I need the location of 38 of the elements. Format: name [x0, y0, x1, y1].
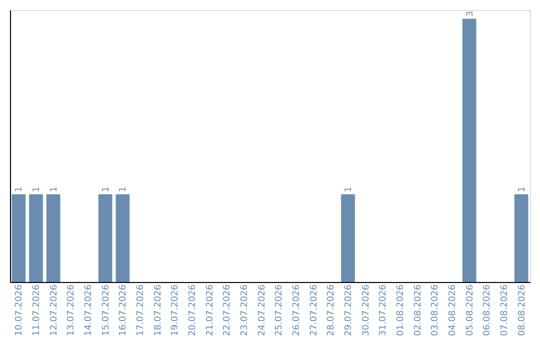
data-label: 1	[118, 186, 129, 192]
x-tick-label: 31.07.2026	[378, 284, 389, 336]
x-tick-label: 26.07.2026	[292, 284, 302, 336]
x-tick-label: 01.08.2026	[396, 284, 406, 336]
x-tick-label: 29.07.2026	[344, 284, 354, 336]
data-label: 1	[49, 186, 60, 192]
x-tick-label: 15.07.2026	[101, 284, 112, 336]
x-tick-label: 12.07.2026	[49, 284, 60, 336]
x-tick-label: 18.07.2026	[153, 284, 164, 336]
x-tick-label: 14.07.2026	[84, 284, 94, 336]
x-tick-label: 21.07.2026	[205, 284, 216, 336]
x-tick-label: 10.07.2026	[14, 284, 25, 336]
x-tick-label: 25.07.2026	[274, 284, 285, 336]
x-tick-label: 05.08.2026	[465, 284, 476, 336]
data-label: 1	[32, 186, 42, 192]
x-tick-label: 17.07.2026	[136, 284, 146, 336]
x-tick-label: 13.07.2026	[66, 284, 77, 336]
x-tick-label: 07.08.2026	[500, 284, 510, 336]
x-tick-label: 04.08.2026	[448, 284, 458, 336]
x-tick-label: 24.07.2026	[257, 284, 268, 336]
x-tick-label: 02.08.2026	[413, 284, 424, 336]
x-tick-label: 11.07.2026	[32, 284, 42, 336]
x-tick-label: 08.08.2026	[517, 284, 528, 336]
data-label: 3	[465, 11, 476, 17]
data-label: 1	[517, 186, 528, 192]
x-tick-label: 16.07.2026	[118, 284, 129, 336]
x-tick-label: 23.07.2026	[240, 284, 250, 336]
data-label: 1	[101, 186, 112, 192]
x-tick-label: 30.07.2026	[361, 284, 372, 336]
x-tick-label: 19.07.2026	[170, 284, 181, 336]
data-label: 1	[14, 186, 25, 192]
data-label: 1	[344, 186, 354, 192]
x-tick-label: 20.07.2026	[188, 284, 198, 336]
x-tick-label: 28.07.2026	[326, 284, 337, 336]
x-tick-label: 03.08.2026	[430, 284, 441, 336]
x-tick-label: 22.07.2026	[222, 284, 233, 336]
x-tick-label: 06.08.2026	[482, 284, 493, 336]
x-tick-label: 27.07.2026	[309, 284, 320, 336]
